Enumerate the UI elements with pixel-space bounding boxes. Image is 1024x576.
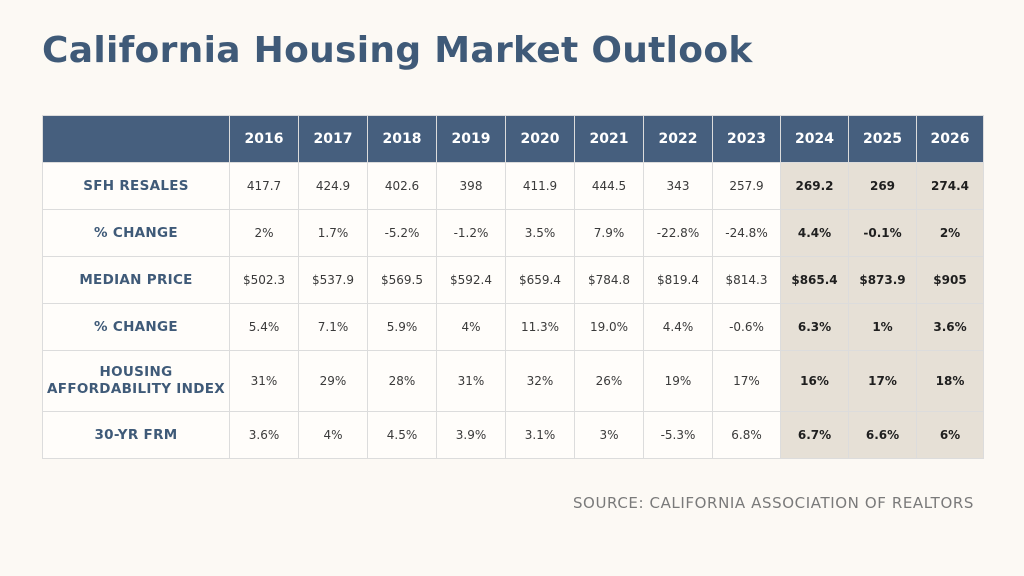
data-cell: 4% bbox=[436, 303, 506, 351]
data-cell: 257.9 bbox=[712, 162, 781, 210]
data-cell: -24.8% bbox=[712, 209, 781, 257]
table-row-sfh-resales: SFH RESALES 417.7 424.9 402.6 398 411.9 … bbox=[42, 162, 984, 210]
data-cell: 343 bbox=[643, 162, 713, 210]
forecast-cell: 6.6% bbox=[848, 411, 917, 459]
data-cell: $537.9 bbox=[298, 256, 368, 304]
data-cell: $814.3 bbox=[712, 256, 781, 304]
data-cell: 6.8% bbox=[712, 411, 781, 459]
data-cell: 3.5% bbox=[505, 209, 575, 257]
row-label: % CHANGE bbox=[42, 209, 230, 257]
table-row-median-price: MEDIAN PRICE $502.3 $537.9 $569.5 $592.4… bbox=[42, 256, 984, 304]
forecast-cell: 17% bbox=[848, 350, 917, 412]
page-title: California Housing Market Outlook bbox=[42, 30, 753, 71]
data-cell: 1.7% bbox=[298, 209, 368, 257]
forecast-cell: 16% bbox=[780, 350, 849, 412]
year-header: 2023 bbox=[712, 115, 781, 163]
forecast-cell: 274.4 bbox=[916, 162, 984, 210]
data-cell: 2% bbox=[229, 209, 299, 257]
data-cell: 4.5% bbox=[367, 411, 437, 459]
data-cell: 5.4% bbox=[229, 303, 299, 351]
row-label: MEDIAN PRICE bbox=[42, 256, 230, 304]
data-cell: 402.6 bbox=[367, 162, 437, 210]
year-header: 2019 bbox=[436, 115, 506, 163]
data-cell: 31% bbox=[436, 350, 506, 412]
year-header-forecast: 2024 bbox=[780, 115, 849, 163]
data-cell: 17% bbox=[712, 350, 781, 412]
data-cell: $784.8 bbox=[574, 256, 644, 304]
data-cell: 411.9 bbox=[505, 162, 575, 210]
source-note: SOURCE: CALIFORNIA ASSOCIATION OF REALTO… bbox=[572, 494, 974, 512]
forecast-cell: $865.4 bbox=[780, 256, 849, 304]
year-header: 2020 bbox=[505, 115, 575, 163]
data-cell: 3% bbox=[574, 411, 644, 459]
data-cell: 11.3% bbox=[505, 303, 575, 351]
forecast-cell: 269.2 bbox=[780, 162, 849, 210]
data-cell: 3.6% bbox=[229, 411, 299, 459]
row-label: HOUSING AFFORDABILITY INDEX bbox=[42, 350, 230, 412]
housing-outlook-table: 2016 2017 2018 2019 2020 2021 2022 2023 … bbox=[42, 115, 984, 459]
data-cell: 19% bbox=[643, 350, 713, 412]
data-cell: 4% bbox=[298, 411, 368, 459]
forecast-cell: -0.1% bbox=[848, 209, 917, 257]
row-label-line: AFFORDABILITY INDEX bbox=[47, 381, 225, 397]
data-cell: $819.4 bbox=[643, 256, 713, 304]
data-cell: 29% bbox=[298, 350, 368, 412]
forecast-cell: 1% bbox=[848, 303, 917, 351]
data-cell: -5.3% bbox=[643, 411, 713, 459]
data-cell: $569.5 bbox=[367, 256, 437, 304]
data-cell: 5.9% bbox=[367, 303, 437, 351]
data-cell: 7.1% bbox=[298, 303, 368, 351]
table-row-sales-change: % CHANGE 2% 1.7% -5.2% -1.2% 3.5% 7.9% -… bbox=[42, 209, 984, 257]
year-header: 2017 bbox=[298, 115, 368, 163]
data-cell: 3.9% bbox=[436, 411, 506, 459]
data-cell: $592.4 bbox=[436, 256, 506, 304]
row-label: % CHANGE bbox=[42, 303, 230, 351]
forecast-cell: 18% bbox=[916, 350, 984, 412]
forecast-cell: 6.3% bbox=[780, 303, 849, 351]
year-header: 2022 bbox=[643, 115, 713, 163]
data-cell: -0.6% bbox=[712, 303, 781, 351]
data-cell: $659.4 bbox=[505, 256, 575, 304]
data-cell: -1.2% bbox=[436, 209, 506, 257]
data-cell: $502.3 bbox=[229, 256, 299, 304]
row-label: 30-YR FRM bbox=[42, 411, 230, 459]
forecast-cell: 4.4% bbox=[780, 209, 849, 257]
forecast-cell: 6.7% bbox=[780, 411, 849, 459]
year-header: 2021 bbox=[574, 115, 644, 163]
row-label: SFH RESALES bbox=[42, 162, 230, 210]
data-cell: 32% bbox=[505, 350, 575, 412]
data-cell: 424.9 bbox=[298, 162, 368, 210]
data-cell: 398 bbox=[436, 162, 506, 210]
data-cell: 28% bbox=[367, 350, 437, 412]
data-cell: 19.0% bbox=[574, 303, 644, 351]
forecast-cell: 2% bbox=[916, 209, 984, 257]
year-header: 2016 bbox=[229, 115, 299, 163]
data-cell: 3.1% bbox=[505, 411, 575, 459]
data-cell: 4.4% bbox=[643, 303, 713, 351]
data-cell: 31% bbox=[229, 350, 299, 412]
data-cell: 7.9% bbox=[574, 209, 644, 257]
year-header-forecast: 2026 bbox=[916, 115, 984, 163]
forecast-cell: 6% bbox=[916, 411, 984, 459]
forecast-cell: 3.6% bbox=[916, 303, 984, 351]
year-header-forecast: 2025 bbox=[848, 115, 917, 163]
data-cell: -22.8% bbox=[643, 209, 713, 257]
data-cell: 417.7 bbox=[229, 162, 299, 210]
data-cell: -5.2% bbox=[367, 209, 437, 257]
header-row: 2016 2017 2018 2019 2020 2021 2022 2023 … bbox=[42, 115, 984, 163]
forecast-cell: 269 bbox=[848, 162, 917, 210]
forecast-cell: $905 bbox=[916, 256, 984, 304]
data-cell: 26% bbox=[574, 350, 644, 412]
row-label-line: HOUSING bbox=[99, 364, 173, 380]
header-corner-cell bbox=[42, 115, 230, 163]
table-row-price-change: % CHANGE 5.4% 7.1% 5.9% 4% 11.3% 19.0% 4… bbox=[42, 303, 984, 351]
data-cell: 444.5 bbox=[574, 162, 644, 210]
table-row-affordability-index: HOUSING AFFORDABILITY INDEX 31% 29% 28% … bbox=[42, 350, 984, 412]
year-header: 2018 bbox=[367, 115, 437, 163]
forecast-cell: $873.9 bbox=[848, 256, 917, 304]
table-row-30yr-frm: 30-YR FRM 3.6% 4% 4.5% 3.9% 3.1% 3% -5.3… bbox=[42, 411, 984, 459]
